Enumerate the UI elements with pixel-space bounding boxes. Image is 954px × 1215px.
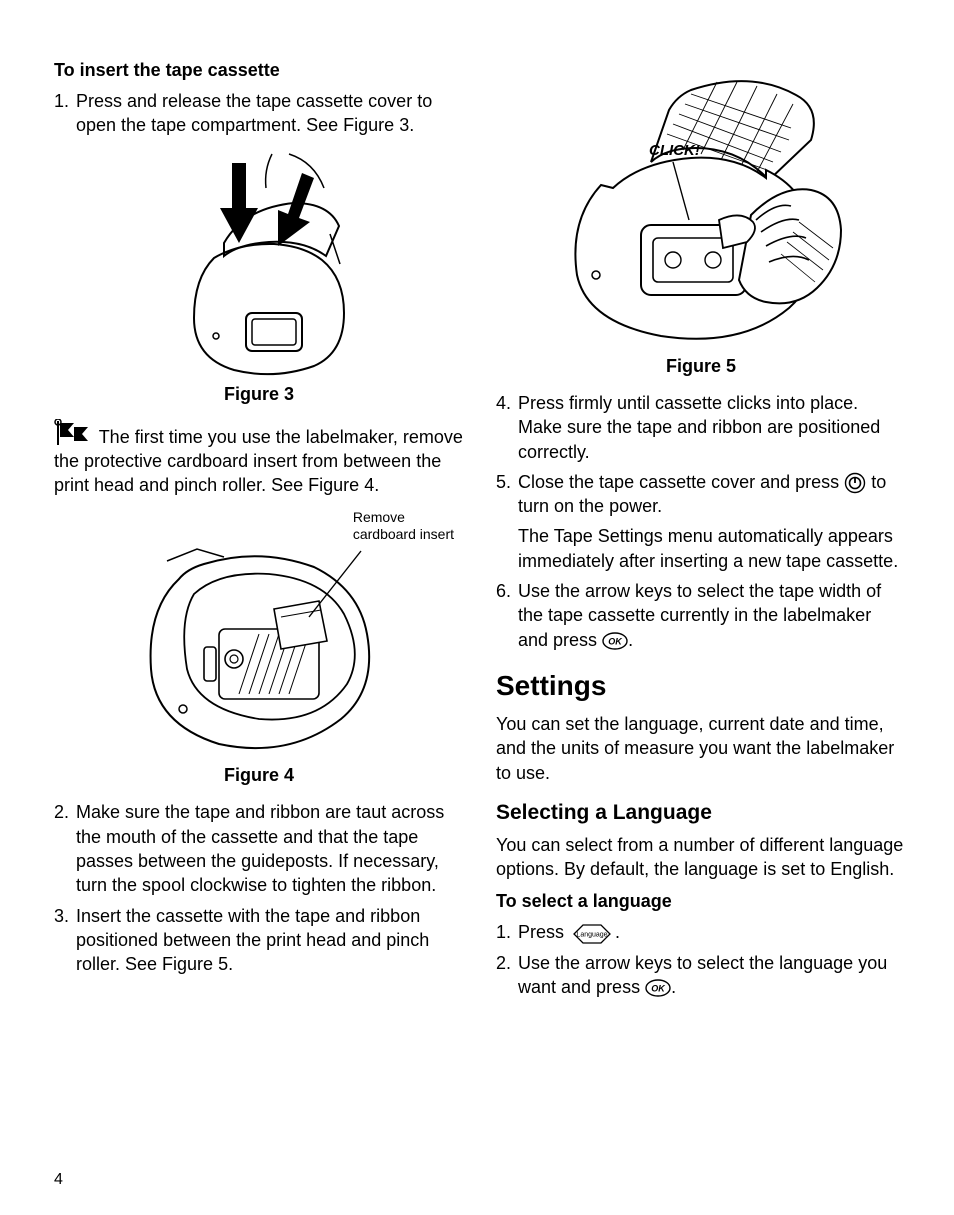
step-2-text: Make sure the tape and ribbon are taut a… — [76, 800, 464, 897]
figure-4-caption: Figure 4 — [54, 765, 464, 786]
figure-3-image — [154, 148, 364, 378]
step-5-text-a: Close the tape cassette cover and press — [518, 472, 844, 492]
step-4: 4. Press firmly until cassette clicks in… — [496, 391, 906, 464]
step-5-body: Close the tape cassette cover and press … — [518, 470, 906, 519]
figure-5-caption: Figure 5 — [496, 356, 906, 377]
first-time-note: The first time you use the labelmaker, r… — [54, 419, 464, 498]
language-key-icon: Language — [569, 923, 615, 945]
step-5-num: 5. — [496, 470, 518, 519]
step-5: 5. Close the tape cassette cover and pre… — [496, 470, 906, 519]
lang-step-2-a: Use the arrow keys to select the languag… — [518, 953, 887, 997]
right-column: CLICK! Figure 5 4. Press firmly until ca… — [496, 60, 906, 1005]
svg-text:OK: OK — [608, 636, 623, 646]
step-2-num: 2. — [54, 800, 76, 897]
step-1-text: Press and release the tape cassette cove… — [76, 89, 464, 138]
step-6: 6. Use the arrow keys to select the tape… — [496, 579, 906, 652]
power-icon — [844, 472, 866, 494]
figure-4-callout: Remove cardboard insert — [353, 509, 454, 543]
insert-cassette-heading: To insert the tape cassette — [54, 60, 464, 81]
step-2: 2. Make sure the tape and ribbon are tau… — [54, 800, 464, 897]
settings-heading: Settings — [496, 670, 906, 702]
selecting-language-para: You can select from a number of differen… — [496, 833, 906, 882]
step-6-text-a: Use the arrow keys to select the tape wi… — [518, 581, 881, 650]
lang-step-1-body: Press Language . — [518, 920, 906, 944]
settings-para: You can set the language, current date a… — [496, 712, 906, 785]
step-3-num: 3. — [54, 904, 76, 977]
figure-3-caption: Figure 3 — [54, 384, 464, 405]
lang-step-1-a: Press — [518, 922, 569, 942]
figure-3: Figure 3 — [54, 148, 464, 405]
step-1: 1. Press and release the tape cassette c… — [54, 89, 464, 138]
to-select-language-heading: To select a language — [496, 891, 906, 912]
step-5-para: The Tape Settings menu automatically app… — [518, 524, 906, 573]
step-3-text: Insert the cassette with the tape and ri… — [76, 904, 464, 977]
svg-text:Language: Language — [576, 931, 607, 938]
step-4-text: Press firmly until cassette clicks into … — [518, 391, 906, 464]
lang-step-2-body: Use the arrow keys to select the languag… — [518, 951, 906, 1000]
step-4-num: 4. — [496, 391, 518, 464]
ok-icon: OK — [602, 632, 628, 650]
selecting-language-heading: Selecting a Language — [496, 801, 906, 825]
lang-step-1: 1. Press Language . — [496, 920, 906, 944]
step-1-num: 1. — [54, 89, 76, 138]
lang-step-2-num: 2. — [496, 951, 518, 1000]
figure-5-image: CLICK! — [541, 70, 861, 350]
left-column: To insert the tape cassette 1. Press and… — [54, 60, 464, 1005]
note-flag-icon — [54, 419, 90, 447]
step-6-body: Use the arrow keys to select the tape wi… — [518, 579, 906, 652]
click-label: CLICK! — [649, 142, 700, 159]
figure-4-image — [109, 509, 409, 759]
ok-icon-2: OK — [645, 979, 671, 997]
lang-step-1-num: 1. — [496, 920, 518, 944]
figure-5: CLICK! Figure 5 — [496, 70, 906, 377]
lang-step-2: 2. Use the arrow keys to select the lang… — [496, 951, 906, 1000]
page-number: 4 — [54, 1171, 63, 1189]
first-time-note-text: The first time you use the labelmaker, r… — [54, 427, 463, 496]
step-6-num: 6. — [496, 579, 518, 652]
figure-4: Remove cardboard insert — [54, 509, 464, 786]
step-3: 3. Insert the cassette with the tape and… — [54, 904, 464, 977]
svg-text:OK: OK — [651, 984, 666, 994]
